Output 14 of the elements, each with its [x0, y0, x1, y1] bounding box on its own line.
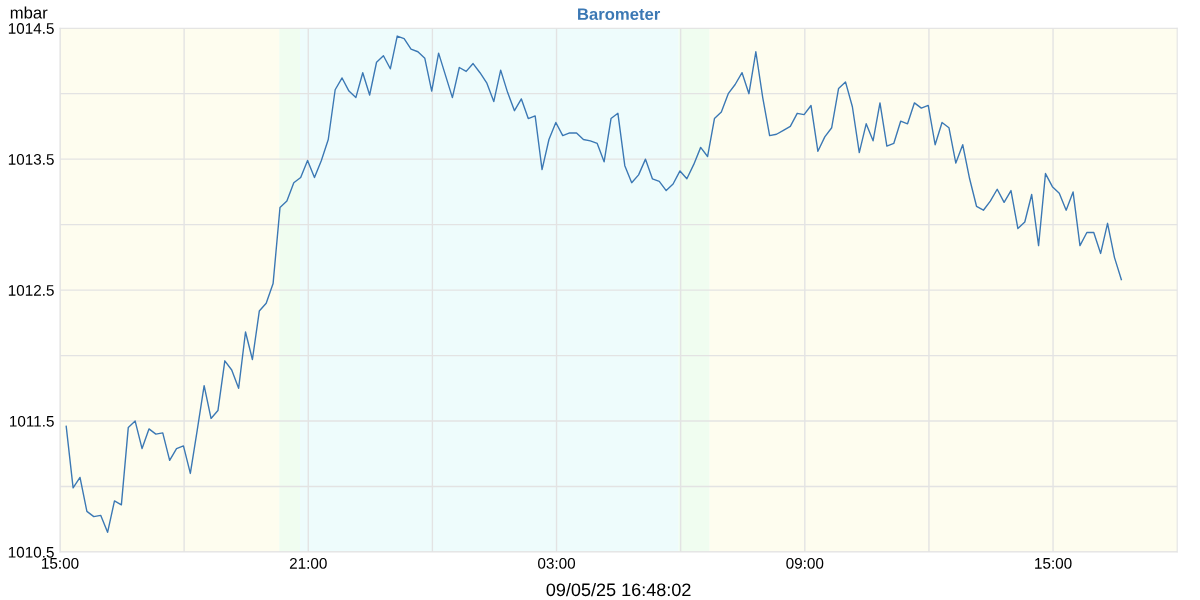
- x-tick-label: 03:00: [538, 557, 576, 569]
- x-tick-label: 21:00: [289, 557, 327, 569]
- x-tick-label: 15:00: [1035, 557, 1072, 569]
- x-tick-label: 09:00: [786, 557, 824, 569]
- x-tick-label: 15:00: [42, 557, 79, 569]
- y-tick-label: 1013.5: [8, 154, 54, 165]
- y-tick-label: 1010.5: [8, 546, 54, 558]
- line-series: [65, 35, 1123, 534]
- x-axis-title: 09/05/25 16:48:02: [546, 582, 691, 597]
- y-tick-label: 1014.5: [8, 23, 54, 34]
- y-axis-title: mbar: [10, 6, 48, 19]
- y-tick-label: 1011.5: [10, 415, 54, 427]
- y-tick-label: 1012.5: [8, 284, 54, 296]
- chart-title: Barometer: [578, 8, 661, 21]
